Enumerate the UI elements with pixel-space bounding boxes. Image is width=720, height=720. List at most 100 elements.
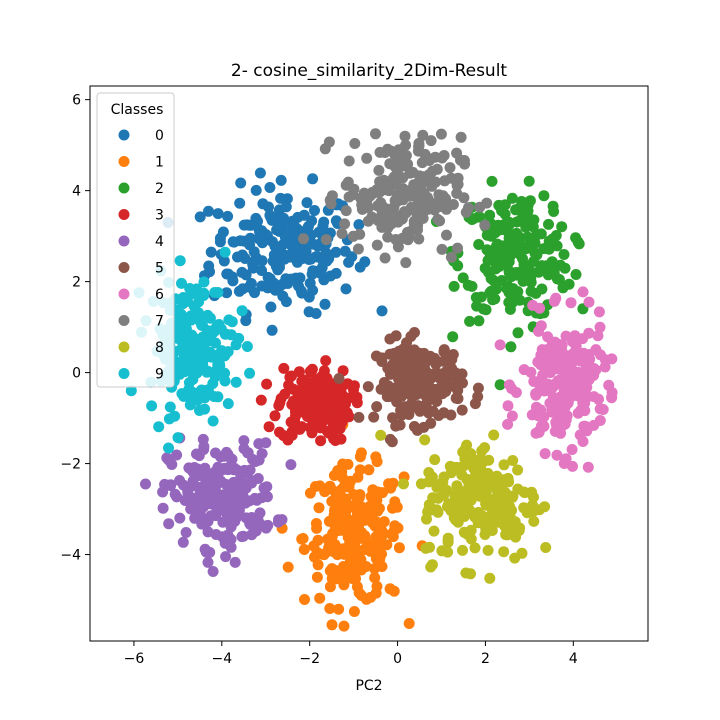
scatter-point: [414, 405, 426, 417]
scatter-point: [518, 486, 530, 498]
scatter-point: [504, 501, 516, 513]
scatter-point: [470, 485, 482, 497]
scatter-point: [176, 277, 187, 289]
scatter-point: [212, 391, 224, 403]
scatter-point: [411, 424, 423, 436]
scatter-point: [567, 372, 578, 384]
scatter-point: [431, 163, 443, 175]
scatter-point: [325, 270, 336, 282]
scatter-point: [438, 150, 450, 161]
scatter-point: [303, 254, 315, 265]
scatter-point: [330, 565, 341, 576]
series-8: [375, 429, 552, 584]
scatter-point: [456, 469, 468, 481]
scatter-point: [212, 208, 224, 220]
scatter-point: [379, 252, 391, 264]
scatter-point: [427, 200, 439, 212]
y-tick-label: −4: [60, 548, 81, 564]
scatter-point: [447, 331, 459, 343]
legend-label: 6: [155, 287, 164, 303]
scatter-point: [547, 200, 559, 212]
scatter-point: [446, 362, 457, 374]
scatter-point: [169, 410, 181, 422]
scatter-point: [249, 492, 261, 504]
scatter-point: [308, 540, 320, 552]
scatter-point: [234, 197, 246, 209]
scatter-point: [431, 481, 443, 493]
scatter-point: [330, 215, 342, 227]
scatter-point: [310, 518, 322, 529]
scatter-point: [528, 515, 540, 527]
scatter-point: [301, 197, 313, 209]
scatter-point: [422, 192, 433, 203]
x-axis-label: PC2: [355, 678, 382, 694]
scatter-point: [209, 480, 221, 492]
scatter-point: [210, 529, 222, 540]
scatter-point: [309, 551, 320, 563]
scatter-point: [449, 489, 461, 501]
series-6: [494, 286, 618, 473]
scatter-point: [474, 201, 486, 213]
scatter-point: [371, 239, 383, 251]
scatter-point: [418, 361, 430, 372]
scatter-point: [326, 619, 338, 631]
scatter-point: [210, 337, 221, 349]
scatter-point: [256, 225, 268, 237]
scatter-point: [205, 246, 217, 258]
scatter-point: [409, 362, 421, 374]
scatter-point: [349, 556, 361, 568]
scatter-point: [374, 553, 386, 565]
scatter-point: [359, 256, 371, 268]
scatter-point: [370, 587, 382, 599]
scatter-point: [426, 559, 438, 571]
scatter-point: [464, 315, 476, 327]
scatter-point: [299, 594, 310, 605]
x-tick-label: −6: [124, 651, 145, 667]
scatter-point: [496, 275, 508, 286]
x-tick-label: −2: [299, 651, 320, 667]
scatter-point: [400, 150, 412, 161]
scatter-point: [427, 405, 439, 417]
scatter-point: [290, 272, 302, 284]
scatter-point: [503, 256, 515, 268]
scatter-point: [225, 521, 237, 533]
scatter-point: [443, 498, 455, 510]
scatter-point: [324, 194, 336, 206]
scatter-point: [577, 286, 589, 298]
scatter-point: [462, 279, 474, 291]
scatter-point: [214, 232, 226, 244]
scatter-point: [353, 508, 365, 520]
legend-marker: [118, 288, 130, 300]
scatter-point: [319, 298, 331, 310]
scatter-point: [390, 330, 402, 342]
scatter-point: [424, 541, 435, 553]
scatter-point: [260, 437, 272, 449]
scatter-point: [400, 207, 412, 219]
scatter-point: [370, 128, 381, 140]
scatter-point: [320, 234, 332, 246]
scatter-point: [307, 173, 319, 185]
scatter-point: [499, 208, 511, 220]
scatter-point: [264, 182, 276, 193]
scatter-point: [230, 376, 242, 388]
scatter-point: [157, 486, 169, 498]
scatter-point: [296, 533, 308, 545]
scatter-point: [285, 238, 297, 250]
scatter-point: [413, 347, 425, 359]
scatter-point: [332, 395, 343, 406]
scatter-point: [204, 327, 216, 339]
scatter-point: [375, 429, 387, 441]
scatter-point: [292, 407, 304, 419]
scatter-point: [539, 501, 551, 513]
scatter-point: [594, 321, 606, 333]
scatter-point: [427, 492, 439, 504]
scatter-point: [237, 283, 249, 295]
scatter-point: [512, 464, 524, 476]
scatter-point: [271, 244, 283, 256]
scatter-point: [261, 378, 273, 390]
scatter-point: [193, 296, 205, 308]
scatter-point: [419, 434, 431, 446]
scatter-point: [555, 346, 567, 358]
legend-label: 0: [155, 128, 164, 144]
scatter-point: [178, 479, 189, 491]
